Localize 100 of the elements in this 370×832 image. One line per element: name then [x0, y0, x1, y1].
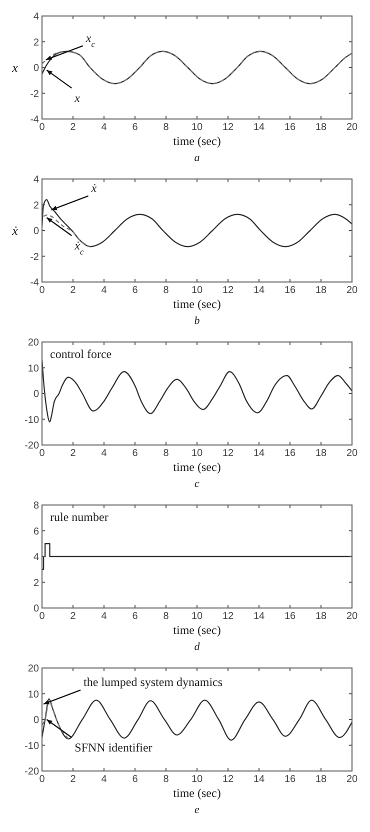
x-tick-label: 14	[253, 285, 265, 296]
text: c	[194, 478, 200, 490]
x-tick-label: 18	[315, 122, 327, 133]
x-tick-label: 8	[163, 122, 170, 133]
x-tick-label: 20	[346, 448, 358, 459]
x-tick-label: 20	[346, 611, 358, 622]
text: e	[194, 804, 200, 816]
x-axis-title: time (sec)	[173, 623, 221, 637]
x-tick-label: 12	[222, 611, 234, 622]
annotation: x$_{c}$	[84, 30, 96, 48]
x-tick-label: 10	[191, 774, 203, 785]
x-tick-label: 8	[163, 448, 170, 459]
y-tick-label: -2	[30, 252, 40, 263]
y-tick-label: -20	[24, 766, 40, 778]
annotation: SFNN identifier	[74, 740, 152, 754]
x-tick-label: 16	[284, 448, 296, 459]
line-series	[42, 214, 91, 248]
x-tick-label: 6	[132, 774, 138, 785]
x-tick-label: 10	[191, 611, 203, 622]
x-tick-label: 14	[253, 611, 265, 622]
y-tick-label: 0	[33, 604, 40, 614]
x-tick-label: 18	[315, 611, 327, 622]
annotation: rule number	[50, 510, 108, 524]
text: b	[194, 315, 200, 327]
x-tick-label: 2	[70, 448, 76, 459]
y-tick-label: 0	[33, 715, 40, 726]
x-tick-label: 20	[346, 285, 358, 296]
x-tick-label: 2	[70, 285, 76, 296]
y-tick-label: 8	[33, 500, 40, 512]
text: d	[194, 641, 200, 653]
x-tick-label: 4	[101, 285, 108, 296]
x-tick-label: 8	[163, 285, 170, 296]
annotation: control force	[50, 347, 112, 361]
x-tick-label: 2	[70, 774, 76, 785]
line-series	[42, 50, 352, 84]
annotation: ẋ$_{c}$	[74, 238, 84, 256]
line-series	[42, 698, 352, 741]
y-axis-title: x	[11, 60, 18, 76]
y-tick-label: 10	[28, 689, 40, 700]
x-tick-label: 20	[346, 774, 358, 785]
y-tick-label: 0	[33, 389, 40, 400]
x-tick-label: 18	[315, 774, 327, 785]
x-tick-label: 20	[346, 122, 358, 133]
x-tick-label: 12	[222, 122, 234, 133]
x-tick-label: 10	[191, 122, 203, 133]
text: a	[194, 152, 200, 164]
x-tick-label: 14	[253, 448, 265, 459]
y-tick-label: -2	[30, 88, 40, 100]
line-series	[42, 359, 352, 422]
y-tick-label: 2	[33, 37, 40, 48]
x-tick-label: 6	[132, 611, 138, 622]
y-tick-label: 4	[33, 12, 40, 22]
x-tick-label: 12	[222, 448, 234, 459]
x-tick-label: 14	[253, 774, 265, 785]
y-axis-title: ẋ	[11, 223, 18, 238]
x-tick-label: 14	[253, 122, 265, 133]
y-tick-label: -4	[30, 278, 40, 288]
y-tick-label: -10	[24, 740, 40, 752]
x-axis-title: time (sec)	[173, 297, 221, 311]
x-tick-label: 12	[222, 774, 234, 785]
x-tick-label: 18	[315, 285, 327, 296]
x-tick-label: 8	[163, 611, 170, 622]
y-tick-label: 6	[33, 526, 40, 538]
x-tick-label: 12	[222, 285, 234, 296]
y-tick-label: -20	[24, 440, 40, 452]
y-tick-label: 2	[33, 578, 40, 589]
x-tick-label: 10	[191, 448, 203, 459]
x-axis-title: time (sec)	[173, 134, 221, 148]
y-tick-label: 20	[28, 338, 40, 348]
x-tick-label: 4	[101, 774, 108, 785]
x-tick-label: 6	[132, 285, 138, 296]
x-tick-label: 8	[163, 774, 170, 785]
y-tick-label: 10	[28, 363, 40, 374]
y-tick-label: 0	[33, 63, 40, 74]
annotation: the lumped system dynamics	[84, 675, 223, 690]
annotation: ẋ	[90, 180, 98, 195]
y-tick-label: 4	[33, 552, 40, 563]
line-series	[42, 199, 352, 248]
x-tick-label: 2	[70, 122, 76, 133]
x-tick-label: 16	[284, 774, 296, 785]
x-tick-label: 10	[191, 285, 203, 296]
line-series	[42, 700, 69, 740]
x-axis-title: time (sec)	[173, 460, 221, 474]
y-tick-label: 20	[28, 664, 40, 674]
x-tick-label: 16	[284, 611, 296, 622]
x-tick-label: 4	[101, 448, 108, 459]
y-tick-label: 2	[33, 200, 40, 212]
x-tick-label: 6	[132, 122, 138, 133]
annotation: x	[74, 91, 81, 106]
x-tick-label: 16	[284, 122, 296, 133]
x-axis-title: time (sec)	[173, 786, 221, 800]
x-tick-label: 18	[315, 448, 327, 459]
x-tick-label: 2	[70, 611, 76, 622]
y-tick-label: -4	[30, 114, 40, 126]
y-tick-label: 0	[33, 226, 40, 237]
x-tick-label: 4	[101, 122, 108, 133]
x-tick-label: 16	[284, 285, 296, 296]
x-tick-label: 6	[132, 448, 138, 459]
y-tick-label: 4	[33, 174, 40, 186]
y-tick-label: -10	[24, 414, 40, 426]
